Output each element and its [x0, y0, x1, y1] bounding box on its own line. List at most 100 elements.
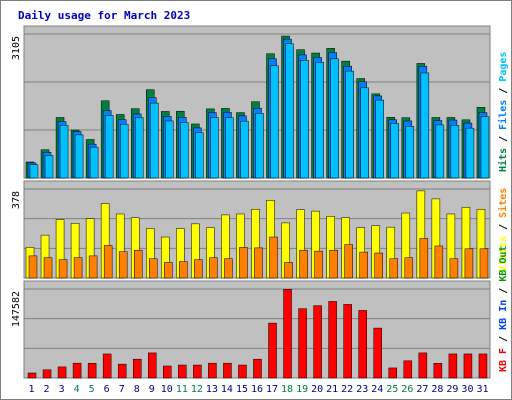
bar-sites — [299, 249, 308, 279]
legend-separator: / — [498, 218, 509, 236]
bar-pages — [29, 164, 39, 179]
bar-kb-f — [223, 362, 232, 379]
bar-pages — [360, 87, 369, 179]
y-max-label: 378 — [11, 191, 22, 209]
legend-entry-kb-out: KB Out — [498, 246, 509, 282]
x-tick-label-day: 20 — [311, 384, 323, 395]
bar-pages — [285, 43, 294, 179]
x-tick-label-day: 15 — [236, 384, 248, 395]
bar-pages — [390, 123, 400, 179]
x-tick-label-day: 30 — [461, 384, 473, 395]
bar-pages — [315, 62, 324, 179]
legend-separator: / — [498, 282, 509, 300]
x-tick-label-day: 14 — [221, 384, 233, 395]
x-tick-label-day: 28 — [431, 384, 443, 395]
bar-kb-f — [132, 358, 142, 379]
bar-kb-f — [72, 362, 82, 379]
bar-pages — [420, 72, 430, 179]
bar-pages — [150, 102, 159, 179]
chart-title: Daily usage for March 2023 — [18, 9, 190, 22]
bar-sites — [28, 255, 38, 279]
bar-sites — [389, 258, 399, 279]
bar-sites — [43, 257, 53, 279]
bar-sites — [58, 259, 68, 279]
bar-kb-f — [358, 310, 367, 379]
bar-sites — [419, 238, 429, 279]
bar-sites — [194, 259, 203, 279]
legend-2: Visits / Sites — [497, 188, 509, 272]
legend-separator: / — [498, 130, 509, 148]
x-tick-label-day: 10 — [161, 384, 173, 395]
bar-pages — [240, 120, 249, 179]
x-tick-label-day: 21 — [326, 384, 338, 395]
bar-sites — [344, 244, 353, 279]
x-tick-label-day: 23 — [356, 384, 368, 395]
bar-sites — [329, 249, 338, 279]
x-tick-label-day: 3 — [59, 384, 65, 395]
x-tick-label-day: 1 — [29, 384, 35, 395]
legend-3: KB F / KB In / KB Out — [498, 246, 509, 372]
x-tick-label-day: 6 — [104, 384, 110, 395]
bar-kb-f — [388, 367, 398, 379]
bar-kb-f — [253, 358, 262, 379]
bar-kb-f — [178, 364, 187, 379]
bar-kb-f — [163, 365, 172, 379]
bar-pages — [195, 132, 204, 179]
bar-kb-f — [463, 353, 473, 379]
legend-separator: / — [498, 330, 509, 348]
bar-sites — [284, 262, 293, 279]
bar-pages — [300, 60, 309, 179]
bar-pages — [450, 125, 460, 179]
legend-entry-kb-f: KB F — [498, 348, 509, 372]
y-max-label: 3105 — [11, 36, 22, 60]
x-tick-label-day: 22 — [341, 384, 353, 395]
legend-entry-files: Files — [497, 100, 509, 130]
bar-sites — [164, 262, 173, 279]
bar-sites — [449, 258, 459, 279]
bar-sites — [149, 258, 158, 279]
bar-kb-f — [448, 353, 458, 379]
bar-pages — [134, 117, 144, 179]
x-tick-label-day: 4 — [74, 384, 80, 395]
x-tick-label-day: 7 — [119, 384, 125, 395]
x-tick-label-day: 31 — [476, 384, 488, 395]
bar-pages — [345, 70, 354, 179]
bar-kb-f — [403, 360, 413, 379]
bar-pages — [225, 117, 234, 179]
legend-entry-kb-in: KB In — [498, 300, 509, 330]
bar-pages — [330, 58, 339, 179]
x-tick-label-day: 25 — [386, 384, 398, 395]
bar-kb-f — [328, 301, 337, 379]
bar-sites — [254, 247, 263, 279]
bar-sites — [209, 257, 218, 279]
bar-sites — [314, 250, 323, 279]
bar-pages — [165, 120, 174, 179]
bar-pages — [44, 155, 54, 179]
bar-sites — [239, 247, 248, 279]
bar-sites — [269, 236, 278, 279]
bar-pages — [119, 123, 129, 179]
legend-entry-sites: Sites — [497, 188, 509, 218]
bar-pages — [375, 99, 384, 179]
legend-separator: / — [498, 82, 509, 100]
bar-sites — [118, 251, 128, 279]
x-tick-label-day: 26 — [401, 384, 413, 395]
bar-sites — [73, 257, 83, 279]
bar-kb-f — [268, 322, 277, 379]
bar-kb-f — [313, 305, 322, 379]
x-tick-label-day: 19 — [296, 384, 308, 395]
bar-kb-f — [343, 304, 352, 379]
y-max-label: 147582 — [11, 291, 22, 327]
x-tick-label-day: 2 — [44, 384, 50, 395]
bar-kb-f — [238, 364, 247, 379]
bar-kb-f — [57, 366, 67, 379]
x-tick-label-day: 12 — [191, 384, 203, 395]
bar-sites — [88, 255, 98, 279]
x-tick-label-day: 27 — [416, 384, 428, 395]
bar-kb-f — [298, 308, 307, 379]
bar-kb-f — [87, 363, 97, 379]
bar-kb-f — [478, 353, 488, 379]
bar-kb-f — [42, 369, 52, 379]
